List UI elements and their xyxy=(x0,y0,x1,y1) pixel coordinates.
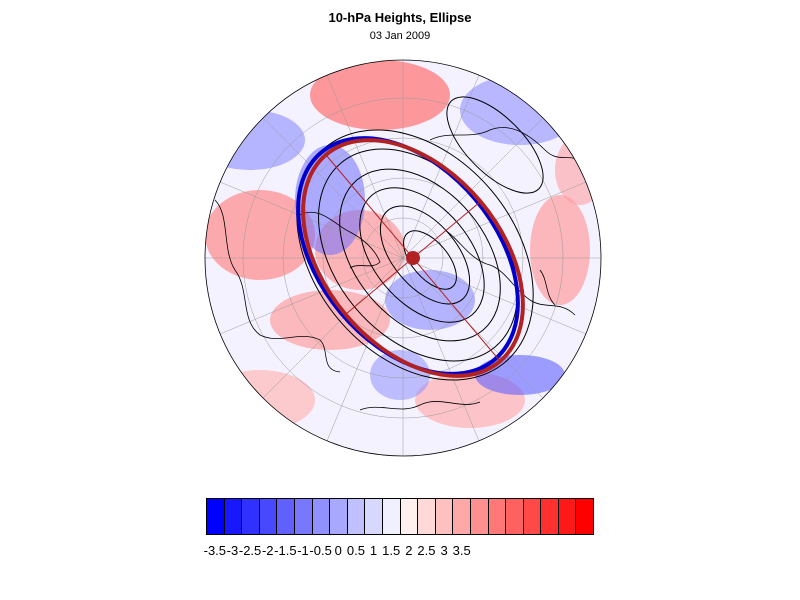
plot-title: 10-hPa Heights, Ellipse xyxy=(328,10,472,25)
colorbar-swatch xyxy=(576,499,594,534)
colorbar-swatch xyxy=(418,499,436,534)
colorbar-tick-label: -3 xyxy=(226,543,239,558)
colorbar-swatch xyxy=(470,499,489,534)
plot-date: 03 Jan 2009 xyxy=(369,30,431,42)
colorbar-tick-label: -1 xyxy=(297,543,309,558)
colorbar-swatch xyxy=(558,499,577,534)
colorbar-swatch xyxy=(207,499,225,534)
fitted-ellipse xyxy=(301,138,525,378)
colorbar-swatch xyxy=(453,499,471,534)
colorbar-tick-label: 2 xyxy=(405,543,413,558)
colorbar-tick-label: 1 xyxy=(369,543,378,558)
colorbar-swatch xyxy=(488,499,507,534)
colorbar-tick-label: -1.5 xyxy=(274,543,297,558)
anomaly-negative xyxy=(460,75,580,145)
colorbar-swatch xyxy=(347,499,366,534)
colorbar-ticks: -3.5 -3 -2.5 -2 -1.5 -1 -0.5 0 0.5 1 1.5 2 2.5 3 3.5 xyxy=(0,543,800,563)
colorbar-swatch xyxy=(400,499,419,534)
colorbar-swatch xyxy=(523,499,542,534)
colorbar-swatch xyxy=(541,499,559,534)
colorbar-swatch xyxy=(277,499,295,534)
map-disk xyxy=(205,60,601,456)
colorbar-tick-label: 0 xyxy=(334,543,342,558)
anomaly-negative xyxy=(370,350,430,400)
colorbar-tick-label: -2.5 xyxy=(238,543,262,558)
colorbar-swatch xyxy=(312,499,331,534)
anomaly-positive xyxy=(205,190,315,280)
colorbar-tick-label: -0.5 xyxy=(309,543,332,558)
colorbar-swatch xyxy=(224,499,243,534)
colorbar-swatch xyxy=(365,499,383,534)
anomaly-negative xyxy=(205,110,305,170)
colorbar-swatch xyxy=(259,499,278,534)
colorbar-tick-label: 3 xyxy=(440,543,448,558)
colorbar-tick-label: 2.5 xyxy=(417,543,436,558)
map-boundary xyxy=(204,59,602,457)
colorbar-swatch xyxy=(506,499,524,534)
ellipse-center-marker xyxy=(406,251,420,265)
colorbar-swatch xyxy=(242,499,260,534)
colorbar-tick-label: 1.5 xyxy=(382,543,401,558)
colorbar-swatch xyxy=(382,499,401,534)
colorbar-tick-label: -3.5 xyxy=(203,543,227,558)
anomaly-negative xyxy=(385,270,475,330)
colorbar-tick-label: 3.5 xyxy=(452,543,471,558)
reference-ellipse xyxy=(296,136,520,376)
anomaly-positive xyxy=(530,195,590,305)
graticule xyxy=(205,60,601,456)
colorbar-tick-label: -2 xyxy=(261,543,274,558)
colorbar-tick-label: 0.5 xyxy=(346,543,365,558)
anomaly-positive xyxy=(310,60,450,130)
colorbar-swatch xyxy=(435,499,454,534)
colorbar xyxy=(206,498,594,535)
coastlines xyxy=(214,127,586,411)
colorbar-swatch xyxy=(294,499,313,534)
colorbar-swatch xyxy=(330,499,348,534)
